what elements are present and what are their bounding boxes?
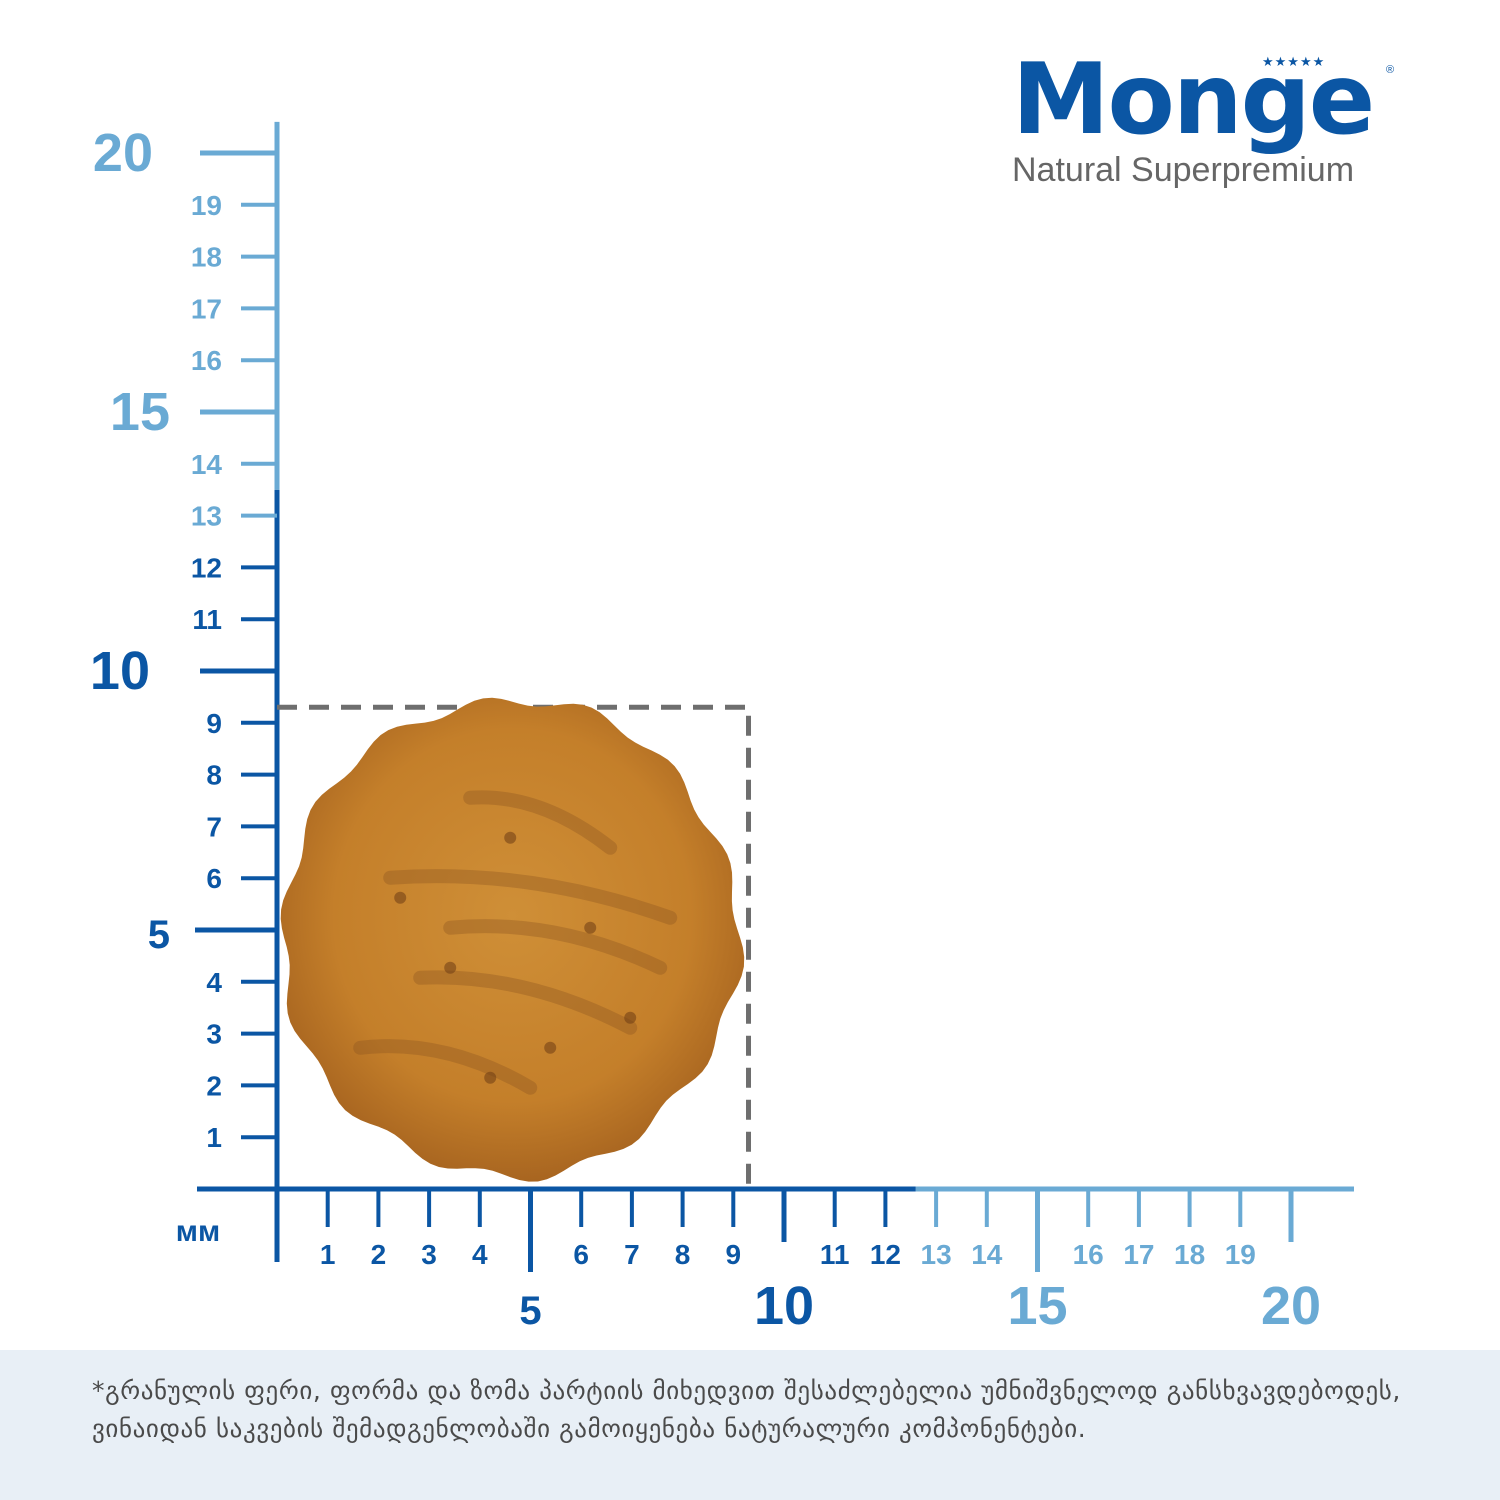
kibble-texture — [443, 919, 668, 975]
x-tick-label: 17 — [1123, 1239, 1154, 1270]
x-tick-label: 11 — [820, 1239, 850, 1270]
registered-mark: ® — [1386, 64, 1395, 76]
y-tick-label: 6 — [206, 863, 222, 894]
y-tick-label: 12 — [191, 552, 222, 583]
x-tick-label-major: 15 — [1007, 1276, 1067, 1336]
kibble-texture — [413, 970, 638, 1035]
x-tick-label: 13 — [921, 1239, 952, 1270]
kibble-photo — [280, 697, 745, 1182]
x-tick-label: 12 — [870, 1239, 901, 1270]
x-tick-label: 9 — [726, 1239, 742, 1270]
y-tick-label: 4 — [206, 967, 222, 998]
disclaimer-panel — [0, 1350, 1500, 1500]
y-tick-label: 7 — [206, 811, 222, 842]
y-tick-label: 13 — [191, 501, 222, 532]
y-tick-label: 1 — [206, 1122, 222, 1153]
y-tick-label-major: 15 — [110, 382, 170, 442]
y-tick-label-major: 20 — [93, 123, 153, 183]
x-tick-label: 6 — [573, 1239, 589, 1270]
unit-label: мм — [176, 1215, 220, 1248]
kibble-speck — [484, 1071, 497, 1084]
y-tick-label: 17 — [191, 293, 222, 324]
five-stars-icon: ★★★★★ — [1262, 54, 1326, 69]
y-tick-label: 19 — [191, 190, 222, 221]
y-tick-label: 11 — [192, 604, 222, 635]
x-tick-label-major: 10 — [754, 1276, 814, 1336]
kibble-texture — [383, 869, 678, 925]
y-tick-label-major: 5 — [148, 913, 170, 957]
y-tick-label: 3 — [206, 1019, 222, 1050]
brand-tagline: Natural Superpremium — [1012, 151, 1355, 189]
x-tick-label: 8 — [675, 1239, 691, 1270]
x-tick-label: 16 — [1073, 1239, 1104, 1270]
kibble-speck — [504, 831, 517, 844]
x-tick-label-major: 20 — [1261, 1276, 1321, 1336]
brand-wordmark: Monge — [1012, 43, 1375, 157]
kibble-speck — [394, 891, 407, 904]
disclaimer-text: *გრანულის ფერი, ფორმა და ზომა პარტიის მი… — [92, 1376, 1401, 1443]
x-tick-label: 7 — [624, 1239, 640, 1270]
kibble-speck — [624, 1011, 637, 1024]
kibble-texture — [463, 790, 618, 855]
x-tick-label-major: 5 — [519, 1289, 541, 1333]
kibble-speck — [444, 961, 457, 974]
y-tick-label: 16 — [191, 345, 222, 376]
y-tick-label: 14 — [191, 449, 223, 480]
kibble-speck — [544, 1041, 557, 1054]
kibble-texture — [353, 1039, 538, 1095]
x-tick-label: 19 — [1225, 1239, 1256, 1270]
y-tick-label-major: 10 — [90, 641, 150, 701]
kibble-speck — [584, 921, 597, 934]
y-tick-label: 9 — [206, 708, 222, 739]
x-tick-label: 18 — [1174, 1239, 1205, 1270]
brand-logo: Monge ★★★★★ ® Natural Superpremium — [1012, 50, 1397, 190]
y-tick-label: 2 — [206, 1070, 222, 1101]
x-tick-label: 3 — [421, 1239, 437, 1270]
x-tick-label: 1 — [320, 1239, 336, 1270]
x-tick-label: 14 — [971, 1239, 1003, 1270]
x-tick-label: 4 — [472, 1239, 488, 1270]
y-tick-label: 18 — [191, 242, 222, 273]
x-tick-label: 2 — [371, 1239, 387, 1270]
y-tick-label: 8 — [206, 760, 222, 791]
